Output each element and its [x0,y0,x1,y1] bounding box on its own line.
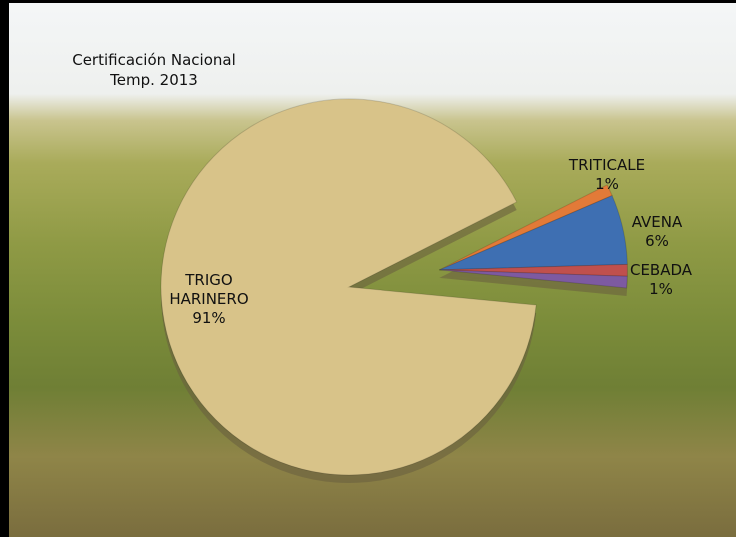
pie-slice [160,98,537,476]
slice-value-label: 1% [595,175,619,193]
pie-slice [439,184,613,271]
pie-slice [439,269,628,289]
slice-value-label: 91% [192,309,226,327]
slice-label: TRITICALE [568,156,646,174]
pie-slice-depth [439,277,628,296]
chart [160,98,628,483]
slice-label: CEBADA [629,261,693,279]
pie-slice [439,263,628,277]
slice-value-label: 6% [645,232,669,250]
chart-title: Certificación Nacional [72,51,236,69]
slice-value-label: 1% [649,280,673,298]
slice-label: AVENA [631,213,683,231]
chart-subtitle: Temp. 2013 [110,71,198,89]
pie-slice [439,194,628,271]
slice-label: TRIGO HARINERO [169,271,249,308]
